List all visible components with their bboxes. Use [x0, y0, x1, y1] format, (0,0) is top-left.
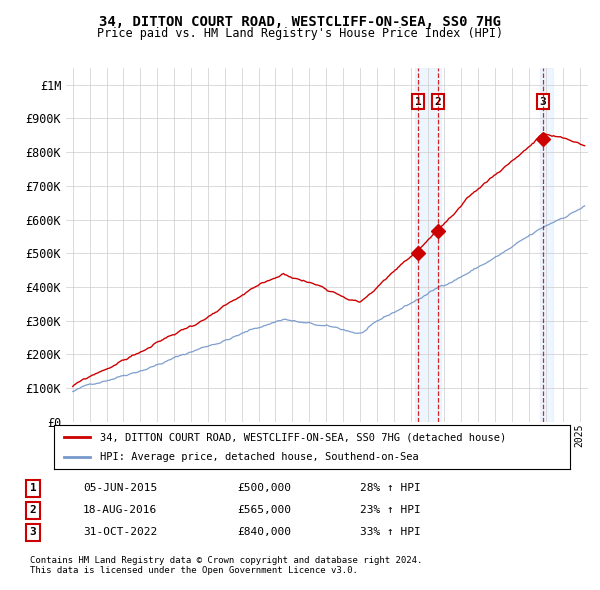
Text: 34, DITTON COURT ROAD, WESTCLIFF-ON-SEA, SS0 7HG: 34, DITTON COURT ROAD, WESTCLIFF-ON-SEA,…	[99, 15, 501, 29]
Bar	[415, 68, 440, 422]
Bar	[541, 68, 553, 422]
Text: 34, DITTON COURT ROAD, WESTCLIFF-ON-SEA, SS0 7HG (detached house): 34, DITTON COURT ROAD, WESTCLIFF-ON-SEA,…	[100, 432, 506, 442]
Text: 3: 3	[539, 97, 546, 107]
Text: HPI: Average price, detached house, Southend-on-Sea: HPI: Average price, detached house, Sout…	[100, 452, 419, 461]
Text: Price paid vs. HM Land Registry's House Price Index (HPI): Price paid vs. HM Land Registry's House …	[97, 27, 503, 40]
Text: 18-AUG-2016: 18-AUG-2016	[83, 506, 157, 515]
Text: This data is licensed under the Open Government Licence v3.0.: This data is licensed under the Open Gov…	[30, 566, 358, 575]
Text: 2: 2	[435, 97, 442, 107]
Text: 1: 1	[415, 97, 421, 107]
Text: 33% ↑ HPI: 33% ↑ HPI	[359, 527, 421, 537]
Text: 23% ↑ HPI: 23% ↑ HPI	[359, 506, 421, 515]
Text: Contains HM Land Registry data © Crown copyright and database right 2024.: Contains HM Land Registry data © Crown c…	[30, 556, 422, 565]
Text: 3: 3	[29, 527, 37, 537]
Text: £840,000: £840,000	[237, 527, 291, 537]
Text: 28% ↑ HPI: 28% ↑ HPI	[359, 483, 421, 493]
Text: £500,000: £500,000	[237, 483, 291, 493]
Text: £565,000: £565,000	[237, 506, 291, 515]
Text: 1: 1	[29, 483, 37, 493]
Text: 05-JUN-2015: 05-JUN-2015	[83, 483, 157, 493]
Text: 2: 2	[29, 506, 37, 515]
Text: 31-OCT-2022: 31-OCT-2022	[83, 527, 157, 537]
